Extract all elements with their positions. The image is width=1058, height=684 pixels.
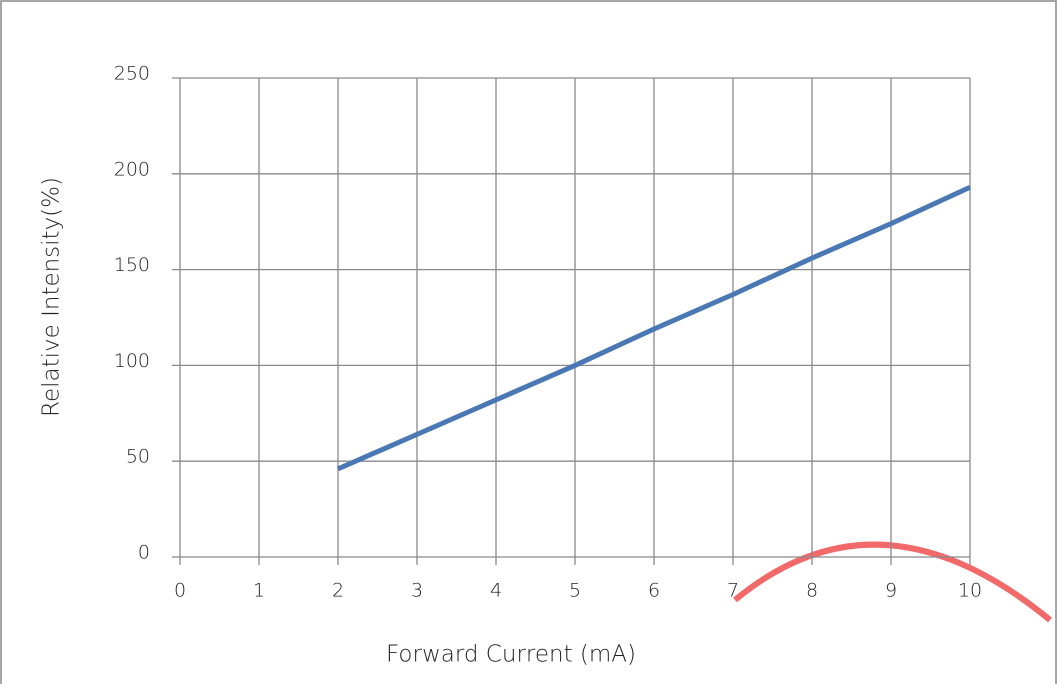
x-tick-label: 3: [411, 580, 423, 602]
x-tick-label: 4: [490, 580, 502, 602]
x-tick-label: 9: [885, 580, 897, 602]
stamp: [733, 541, 1052, 623]
x-tick-label: 0: [174, 580, 186, 602]
x-tick-label: 1: [253, 580, 265, 602]
y-tick-label: 250: [114, 63, 150, 85]
y-tick-label: 0: [138, 542, 150, 564]
y-axis-title: Relative Intensity(%): [39, 177, 65, 417]
data-line: [336, 184, 972, 472]
x-tick-label: 6: [648, 580, 660, 602]
x-tick-label: 2: [332, 580, 344, 602]
x-axis-title: Forward Current (mA): [386, 642, 636, 668]
y-tick-label: 150: [114, 254, 150, 276]
x-tick-label: 10: [958, 580, 982, 602]
x-tick-label: 5: [569, 580, 581, 602]
y-tick-label: 50: [126, 446, 150, 468]
x-tick-label: 7: [727, 580, 739, 602]
y-tick-label: 100: [114, 350, 150, 372]
x-tick-label: 8: [806, 580, 818, 602]
y-tick-label: 200: [114, 158, 150, 180]
